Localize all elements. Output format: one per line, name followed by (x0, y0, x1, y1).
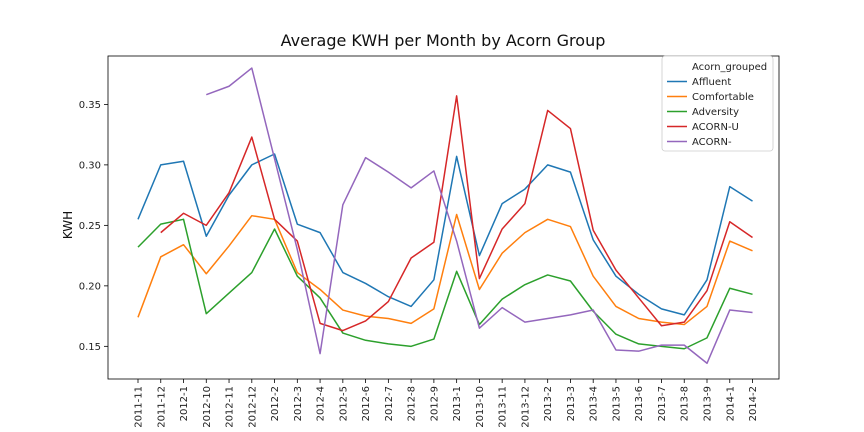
x-tick-label: 2012-6 (361, 386, 372, 421)
y-tick-label: 0.30 (79, 160, 101, 171)
x-tick-label: 2013-4 (589, 386, 600, 421)
y-tick-label: 0.35 (79, 100, 101, 111)
series-line-3 (160, 95, 753, 332)
x-tick-label: 2011-12 (156, 386, 167, 428)
x-tick-label: 2013-6 (634, 386, 645, 421)
legend-entry-4: ACORN- (692, 137, 732, 148)
legend-entry-3: ACORN-U (692, 122, 739, 133)
x-tick-label: 2011-11 (134, 386, 145, 428)
plot-area (137, 67, 753, 365)
axes: 0.15 0.20 0.25 0.30 0.35 2011-11 2011-12 2012-1… (79, 55, 780, 428)
x-tick-label: 2012-9 (429, 386, 440, 421)
x-tick-label: 2012-7 (384, 386, 395, 421)
x-tick-label: 2013-11 (498, 386, 509, 428)
series-line-1 (137, 213, 753, 326)
x-tick-label: 2013-2 (543, 386, 554, 421)
series-line-4 (206, 67, 753, 365)
x-tick-label: 2012-4 (316, 386, 327, 421)
y-tick-label: 0.15 (79, 342, 101, 353)
x-tick-label: 2012-10 (202, 386, 213, 428)
x-tick-label: 2012-3 (293, 386, 304, 421)
series-line-2 (137, 218, 753, 350)
x-tick-label: 2014-1 (725, 386, 736, 421)
y-tick-label: 0.25 (79, 221, 101, 232)
x-tick-label: 2012-5 (338, 386, 349, 421)
legend-entry-1: Comfortable (692, 92, 754, 103)
x-tick-label: 2013-10 (475, 386, 486, 428)
legend: Acorn_grouped Affluent Comfortable Adversit… (661, 55, 774, 152)
x-tick-label: 2013-9 (703, 386, 714, 421)
chart-title: Average KWH per Month by Acorn Group (281, 31, 606, 50)
x-tick-label: 2013-8 (680, 386, 691, 421)
legend-entry-0: Affluent (692, 77, 731, 88)
x-tick-label: 2013-12 (520, 386, 531, 428)
y-tick-label: 0.20 (79, 281, 101, 292)
series-line-0 (137, 153, 753, 316)
x-tick-label: 2013-5 (611, 386, 622, 421)
x-tick-label: 2012-11 (225, 386, 236, 428)
x-tick-label: 2012-1 (179, 386, 190, 421)
legend-box (661, 55, 774, 152)
x-tick-label: 2014-2 (748, 386, 759, 421)
plot-frame (107, 55, 780, 380)
legend-entry-2: Adversity (692, 107, 739, 118)
x-tick-label: 2013-3 (566, 386, 577, 421)
x-tick-label: 2012-2 (270, 386, 281, 421)
x-tick-label: 2013-7 (657, 386, 668, 421)
y-axis-label: KWH (61, 211, 75, 239)
x-tick-label: 2012-12 (247, 386, 258, 428)
legend-title: Acorn_grouped (692, 62, 767, 73)
x-tick-label: 2012-8 (407, 386, 418, 421)
x-tick-label: 2013-1 (452, 386, 463, 421)
